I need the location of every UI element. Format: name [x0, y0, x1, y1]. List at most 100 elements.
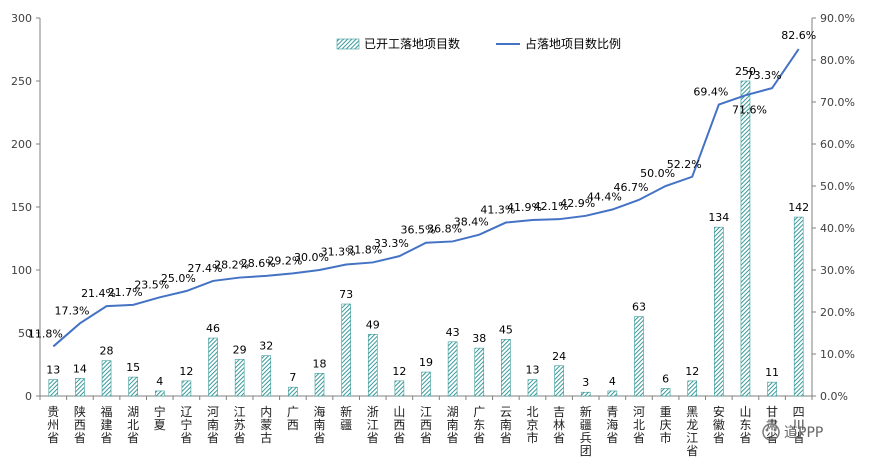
right-tick-label: 0.0%: [820, 390, 848, 403]
bar-value-label: 12: [392, 365, 406, 378]
line-value-label: 31.3%: [321, 246, 356, 259]
line-value-label: 29.2%: [267, 254, 302, 267]
line-value-label: 69.4%: [693, 86, 728, 99]
category-label: 海南省: [314, 404, 326, 445]
bar: [527, 379, 538, 397]
category-label: 山西省: [393, 405, 405, 445]
bar-value-label: 4: [156, 375, 163, 388]
line-value-label: 42.1%: [534, 200, 569, 213]
legend: 已开工落地项目数 占落地项目数比例: [336, 36, 621, 51]
category-label: 黑龙江省: [686, 405, 698, 458]
line-value-label: 50.0%: [640, 167, 675, 180]
category-labels: 贵州省 陕西省 福建省 湖北省 宁夏 辽宁省 河南省 江苏省 内蒙古 广西 海南省 新疆 浙江省 山西省 江…: [47, 404, 804, 458]
category-label: 广西: [287, 405, 299, 432]
line-value-label: 71.6%: [732, 103, 767, 116]
category-label: 陕西省: [74, 404, 86, 445]
bar: [128, 376, 138, 397]
line-value-label: 28.2%: [214, 259, 249, 272]
bar-value-label: 49: [366, 318, 380, 331]
category-label: 北京市: [526, 405, 538, 445]
line-value-label: 11.8%: [28, 327, 63, 340]
bar-value-label: 29: [233, 343, 247, 356]
ratio-line-path: [52, 48, 800, 348]
bar-value-label: 13: [46, 364, 60, 377]
bar: [341, 303, 351, 397]
right-tick-label: 60.0%: [820, 138, 855, 151]
bar-value-label: 46: [206, 322, 220, 335]
category-label: 贵州省: [47, 405, 59, 445]
legend-bar-label: 已开工落地项目数: [364, 36, 460, 51]
line-value-label: 27.4%: [188, 262, 223, 275]
bar: [154, 390, 165, 397]
left-tick-label: 200: [11, 138, 32, 151]
line-value-label: 30.0%: [294, 251, 329, 264]
bar-value-label: 63: [632, 301, 646, 314]
bar-value-label: 7: [289, 371, 296, 384]
line-value-label: 23.5%: [134, 278, 169, 291]
line-value-label: 42.9%: [560, 197, 595, 210]
bar-value-label: 134: [708, 211, 729, 224]
line-value-label: 21.7%: [108, 286, 143, 299]
line-value-label: 41.3%: [480, 204, 515, 217]
bar-value-label: 142: [788, 201, 809, 214]
wechat-icon: [762, 423, 780, 441]
bar: [501, 338, 511, 397]
line-value-label: 46.7%: [613, 181, 648, 194]
bar-value-label: 250: [735, 65, 756, 78]
bar: [554, 365, 564, 397]
bar: [75, 378, 85, 397]
left-tick-label: 150: [11, 201, 32, 214]
right-tick-label: 10.0%: [820, 348, 855, 361]
line-value-label: 36.5%: [401, 224, 436, 237]
bar-value-label: 28: [100, 345, 114, 358]
bar-value-label: 32: [259, 340, 273, 353]
category-label: 新疆兵团: [580, 404, 592, 458]
category-label: 河南省: [207, 405, 219, 445]
right-tick-label: 80.0%: [820, 54, 855, 67]
line-value-label: 25.0%: [161, 272, 196, 285]
bar: [447, 341, 458, 397]
category-label: 宁夏: [154, 404, 166, 432]
bar: [714, 226, 724, 397]
category-label: 四川省: [793, 405, 805, 445]
line-value-label: 82.6%: [781, 29, 816, 42]
bar-value-label: 43: [446, 326, 460, 339]
left-tick-label: 300: [11, 12, 32, 25]
category-label: 内蒙古: [260, 405, 272, 445]
line-value-label: 17.3%: [54, 304, 89, 317]
bar: [234, 359, 245, 397]
right-tick-label: 70.0%: [820, 96, 855, 109]
left-tick-label: 250: [11, 75, 32, 88]
wechat-icon-inner: [765, 428, 769, 432]
category-label: 甘肃省: [766, 405, 778, 445]
right-tick-label: 50.0%: [820, 180, 855, 193]
bar: [421, 371, 431, 397]
category-label: 重庆市: [660, 405, 672, 445]
bar: [793, 216, 804, 397]
line-value-label: 41.9%: [507, 201, 542, 214]
category-label: 江西省: [420, 405, 432, 445]
category-label: 吉林省: [553, 405, 565, 445]
bar: [314, 373, 325, 397]
category-label: 福建省: [101, 404, 113, 445]
line-value-label: 28.6%: [241, 257, 276, 270]
bar-value-label: 11: [765, 366, 779, 379]
category-label: 辽宁省: [180, 405, 192, 445]
category-label: 湖北省: [127, 404, 139, 445]
line-value-label: 44.4%: [587, 191, 622, 204]
bar-value-label: 38: [472, 332, 486, 345]
category-label: 云南省: [500, 405, 512, 445]
bar-value-label: 73: [339, 288, 353, 301]
bar-value-label: 45: [499, 323, 513, 336]
bar-value-label: 12: [685, 365, 699, 378]
bar-value-label: 15: [126, 361, 140, 374]
bar: [474, 347, 485, 397]
bar-value-label: 14: [73, 362, 87, 375]
bar-value-label: 19: [419, 356, 433, 369]
bar: [687, 380, 698, 397]
bar: [261, 355, 272, 397]
line-value-label: 52.2%: [667, 158, 702, 171]
left-tick-label: 50: [18, 327, 32, 340]
bar-value-label: 3: [582, 376, 589, 389]
left-tick-label: 100: [11, 264, 32, 277]
